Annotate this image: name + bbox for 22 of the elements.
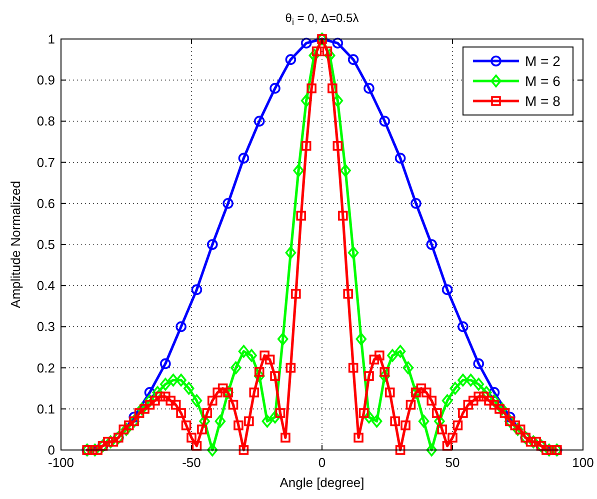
y-tick-label: 0.4 bbox=[36, 278, 55, 294]
y-tick-label: 0.8 bbox=[36, 114, 55, 129]
x-tick-label: 50 bbox=[445, 455, 460, 470]
x-tick-label: 100 bbox=[572, 455, 594, 470]
y-tick-label: 0.9 bbox=[36, 72, 55, 88]
x-tick-label: 0 bbox=[318, 455, 326, 470]
y-tick-label: 1 bbox=[48, 32, 55, 46]
legend-label: M = 6 bbox=[525, 73, 561, 89]
legend-label: M = 2 bbox=[525, 53, 561, 69]
y-tick-label: 0.7 bbox=[36, 154, 55, 170]
chart-title: θ$_{i}$ = 0, Δ=0.5λ bbox=[285, 11, 359, 27]
y-tick-label: 0.3 bbox=[36, 319, 55, 334]
x-tick-label: -50 bbox=[182, 455, 201, 470]
y-tick-label: 0.5 bbox=[36, 237, 55, 252]
x-axis-title: Angle [degree] bbox=[280, 475, 364, 490]
y-tick-label: 0.1 bbox=[36, 401, 55, 416]
y-axis-title: Amplitude Normalized bbox=[8, 180, 23, 308]
y-tick-label: 0.2 bbox=[36, 360, 55, 376]
y-tick-label: 0 bbox=[48, 442, 55, 458]
x-tick-label: -100 bbox=[48, 455, 74, 470]
legend-label: M = 8 bbox=[525, 93, 561, 109]
y-tick-label: 0.6 bbox=[36, 196, 55, 211]
